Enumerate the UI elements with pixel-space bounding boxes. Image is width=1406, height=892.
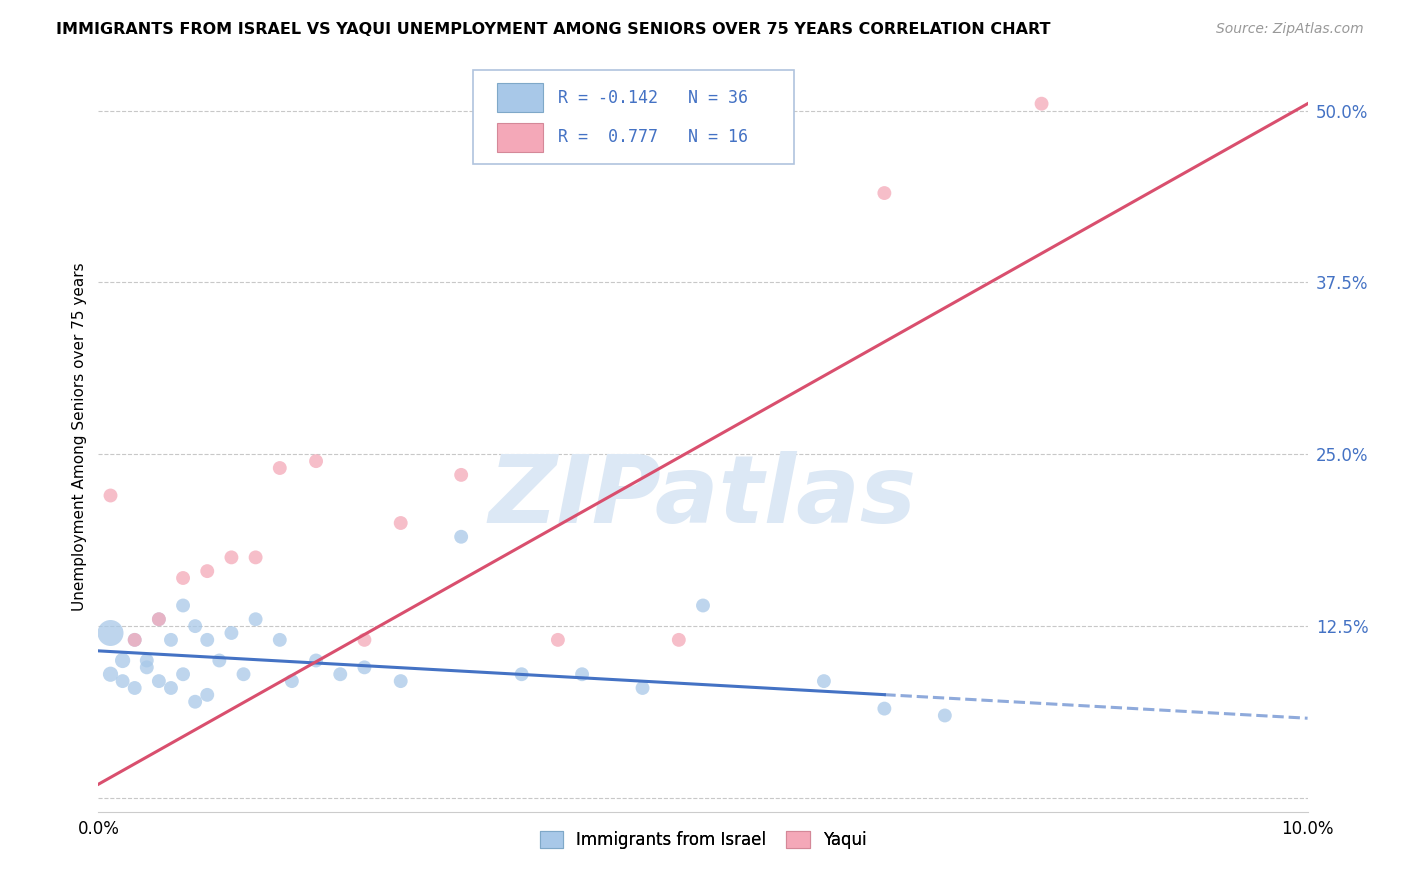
Point xyxy=(353,632,375,647)
Point xyxy=(873,701,896,715)
Bar xyxy=(498,123,543,152)
Point xyxy=(813,674,835,689)
Point xyxy=(148,612,170,626)
Point xyxy=(160,681,183,695)
Point xyxy=(184,619,207,633)
Point xyxy=(184,695,207,709)
Point xyxy=(450,467,472,482)
Point xyxy=(1031,96,1053,111)
Point xyxy=(195,632,218,647)
Point xyxy=(124,632,146,647)
Point xyxy=(232,667,254,681)
Point xyxy=(135,660,157,674)
Point xyxy=(221,626,243,640)
Point xyxy=(135,653,157,667)
Point xyxy=(208,653,231,667)
Point xyxy=(269,461,291,475)
Point xyxy=(631,681,654,695)
Point xyxy=(100,626,122,640)
Point xyxy=(305,454,328,468)
Y-axis label: Unemployment Among Seniors over 75 years: Unemployment Among Seniors over 75 years xyxy=(72,263,87,611)
Point xyxy=(389,674,412,689)
Point xyxy=(148,612,170,626)
Point xyxy=(571,667,593,681)
Point xyxy=(389,516,412,530)
Point xyxy=(100,489,122,503)
Point xyxy=(305,653,328,667)
Point xyxy=(547,632,569,647)
Point xyxy=(245,550,267,565)
Point xyxy=(160,632,183,647)
Legend: Immigrants from Israel, Yaqui: Immigrants from Israel, Yaqui xyxy=(533,824,873,855)
Text: ZIPatlas: ZIPatlas xyxy=(489,451,917,543)
Point xyxy=(668,632,690,647)
Point xyxy=(221,550,243,565)
Point xyxy=(124,681,146,695)
Point xyxy=(692,599,714,613)
Point xyxy=(245,612,267,626)
Point xyxy=(111,674,134,689)
Text: R = -0.142   N = 36: R = -0.142 N = 36 xyxy=(558,88,748,107)
Point xyxy=(329,667,352,681)
Point xyxy=(172,571,194,585)
Point xyxy=(172,667,194,681)
Text: IMMIGRANTS FROM ISRAEL VS YAQUI UNEMPLOYMENT AMONG SENIORS OVER 75 YEARS CORRELA: IMMIGRANTS FROM ISRAEL VS YAQUI UNEMPLOY… xyxy=(56,22,1050,37)
Text: R =  0.777   N = 16: R = 0.777 N = 16 xyxy=(558,128,748,146)
Point xyxy=(124,632,146,647)
Text: Source: ZipAtlas.com: Source: ZipAtlas.com xyxy=(1216,22,1364,37)
Point xyxy=(172,599,194,613)
Point xyxy=(873,186,896,200)
Bar xyxy=(498,84,543,112)
Point xyxy=(281,674,304,689)
FancyBboxPatch shape xyxy=(474,70,793,163)
Point xyxy=(100,667,122,681)
Point xyxy=(510,667,533,681)
Point xyxy=(353,660,375,674)
Point xyxy=(195,688,218,702)
Point xyxy=(111,653,134,667)
Point xyxy=(934,708,956,723)
Point xyxy=(195,564,218,578)
Point xyxy=(450,530,472,544)
Point xyxy=(148,674,170,689)
Point xyxy=(269,632,291,647)
